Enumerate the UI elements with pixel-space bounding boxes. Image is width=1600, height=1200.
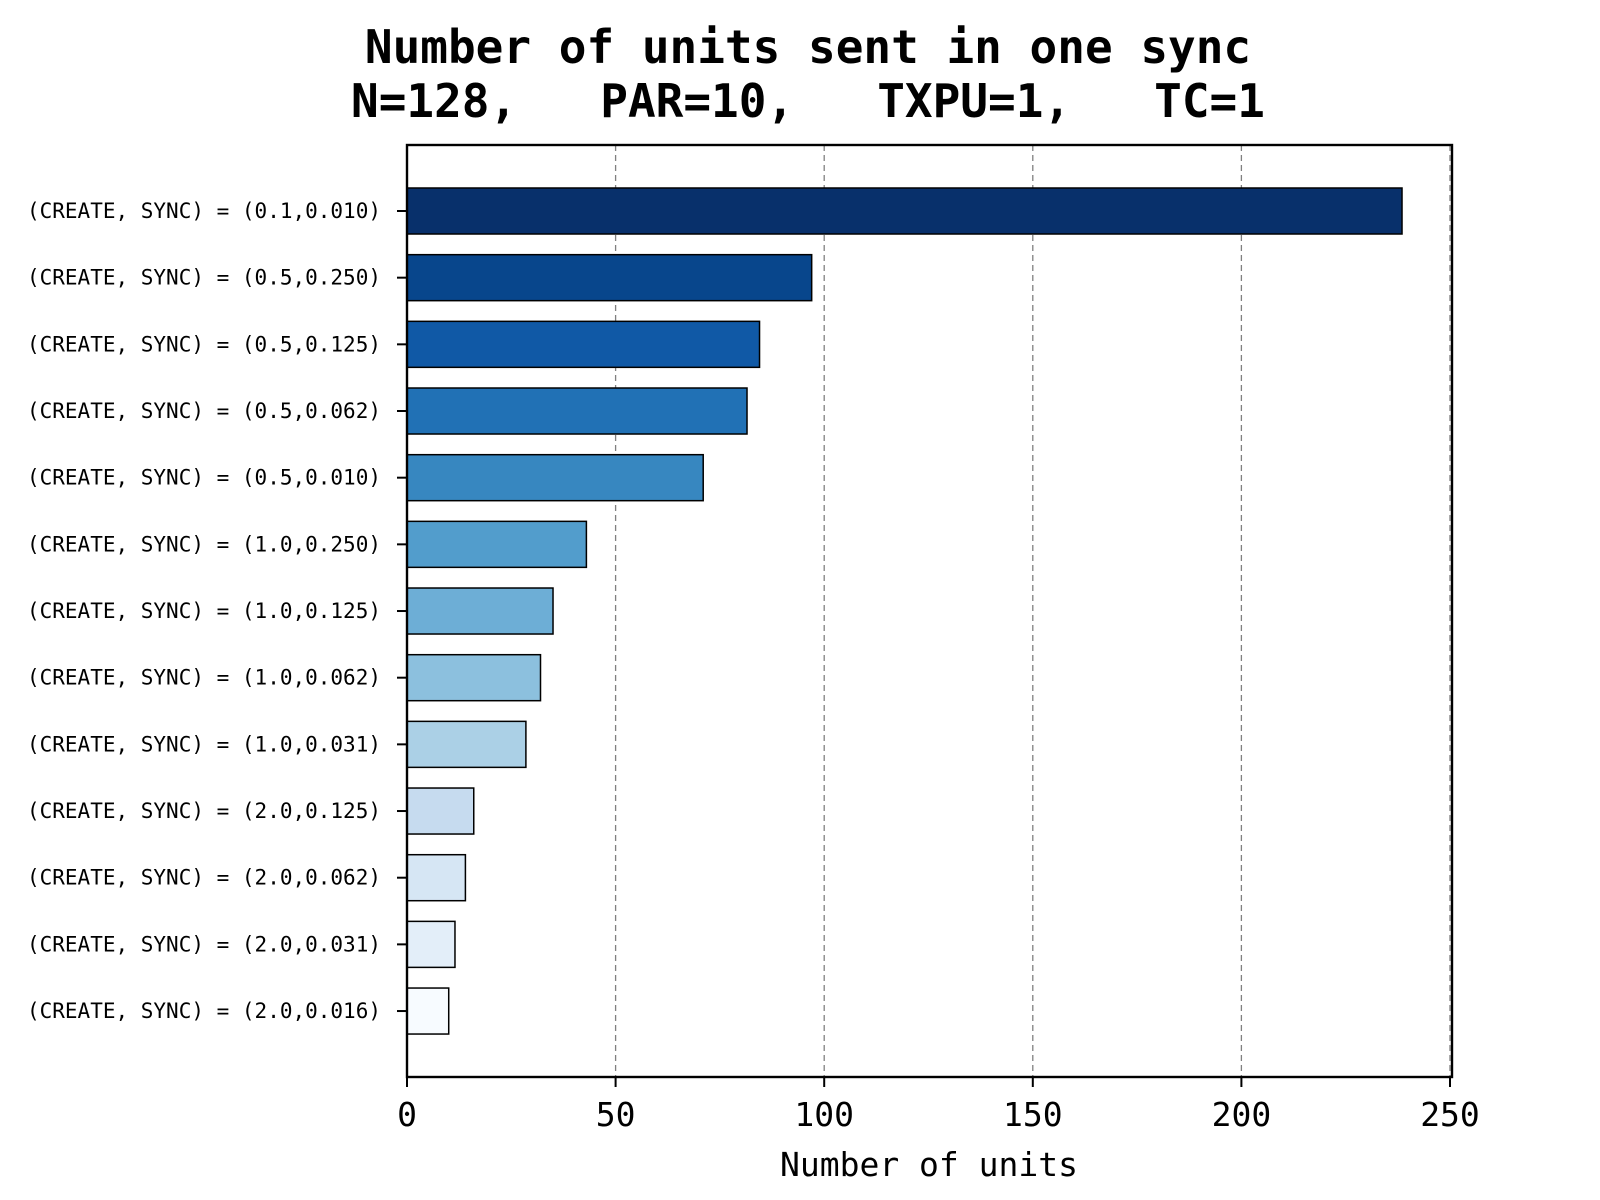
bar-3 [406,320,761,369]
x-tick-label-200: 200 [1212,1095,1272,1134]
y-tick-label-13: (CREATE, SYNC) = (2.0,0.016) [27,999,381,1023]
y-tick-label-2: (CREATE, SYNC) = (0.5,0.250) [27,266,381,290]
bar-1 [406,187,1403,235]
y-tick-label-6: (CREATE, SYNC) = (1.0,0.250) [27,532,381,556]
x-tick-label-250: 250 [1420,1095,1480,1134]
bar-2 [406,253,813,302]
chart-title: Number of units sent in one sync [365,20,1251,74]
x-tick-label-150: 150 [1003,1095,1063,1134]
bar-10 [406,787,475,835]
x-tick-label-0: 0 [397,1095,417,1134]
y-tick-label-10: (CREATE, SYNC) = (2.0,0.125) [27,799,381,823]
y-tick-label-7: (CREATE, SYNC) = (1.0,0.125) [27,599,381,623]
y-tick-label-8: (CREATE, SYNC) = (1.0,0.062) [27,666,381,690]
bar-5 [406,453,704,502]
bar-8 [406,653,542,702]
x-axis-label: Number of units [780,1145,1078,1184]
bar-6 [406,520,588,569]
bar-9 [406,720,527,769]
bar-13 [406,987,450,1035]
x-axis-ticks: 0 50 100 150 200 250 [397,1077,1480,1134]
bar-12 [406,920,456,969]
y-tick-label-3: (CREATE, SYNC) = (0.5,0.125) [27,332,381,356]
y-tick-label-5: (CREATE, SYNC) = (0.5,0.010) [27,466,381,490]
bar-4 [406,387,748,435]
y-tick-label-1: (CREATE, SYNC) = (0.1,0.010) [27,199,381,223]
y-tick-label-4: (CREATE, SYNC) = (0.5,0.062) [27,399,381,423]
bar-11 [406,853,467,902]
y-axis-ticks: (CREATE, SYNC) = (0.1,0.010) (CREATE, SYN… [27,199,407,1023]
x-tick-label-100: 100 [794,1095,854,1134]
bars [406,187,1403,1035]
x-tick-label-50: 50 [596,1095,636,1134]
y-tick-label-9: (CREATE, SYNC) = (1.0,0.031) [27,732,381,756]
y-tick-label-12: (CREATE, SYNC) = (2.0,0.031) [27,932,381,956]
bar-7 [406,587,554,635]
plot-frame [405,143,1454,1079]
chart-subtitle: N=128, PAR=10, TXPU=1, TC=1 [351,74,1265,128]
y-tick-label-11: (CREATE, SYNC) = (2.0,0.062) [27,866,381,890]
